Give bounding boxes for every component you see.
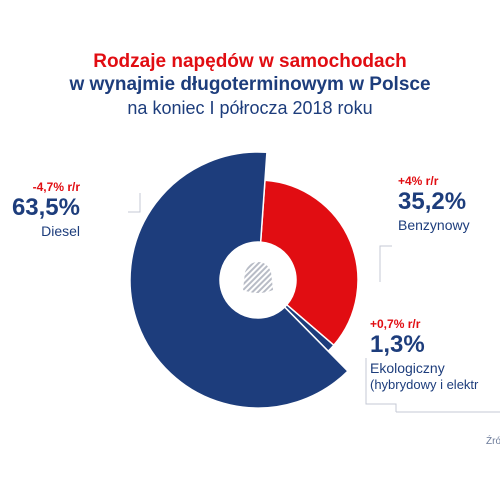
leader-line-petrol bbox=[379, 245, 392, 282]
title-line-3: na koniec I półrocza 2018 roku bbox=[127, 98, 373, 118]
petrol-name: Benzynowy bbox=[398, 217, 470, 233]
leader-line-diesel bbox=[128, 193, 141, 213]
label-petrol: +4% r/r 35,2% Benzynowy bbox=[398, 174, 470, 234]
center-car-icon bbox=[243, 262, 273, 293]
petrol-change: +4% r/r bbox=[398, 174, 439, 188]
eco-name: Ekologiczny bbox=[370, 360, 445, 376]
leader-line-eco bbox=[365, 358, 397, 412]
eco-change: +0,7% r/r bbox=[370, 317, 421, 331]
label-diesel: -4,7% r/r 63,5% Diesel bbox=[12, 180, 80, 240]
petrol-value: 35,2% bbox=[398, 188, 467, 215]
eco-subname: (hybrydowy i elektr bbox=[370, 377, 479, 392]
diesel-change: -4,7% r/r bbox=[32, 180, 80, 194]
diesel-value: 63,5% bbox=[11, 194, 80, 221]
label-eco: +0,7% r/r 1,3% Ekologiczny (hybrydowy i … bbox=[370, 317, 478, 392]
diesel-name: Diesel bbox=[41, 223, 80, 239]
eco-value: 1,3% bbox=[370, 331, 425, 358]
source-note: Źró bbox=[486, 436, 500, 447]
chart-title-block: Rodzaje napędów w samochodach w wynajmie… bbox=[0, 50, 500, 120]
title-line-1: Rodzaje napędów w samochodach bbox=[93, 51, 407, 72]
title-line-2: w wynajmie długoterminowym w Polsce bbox=[69, 74, 431, 95]
